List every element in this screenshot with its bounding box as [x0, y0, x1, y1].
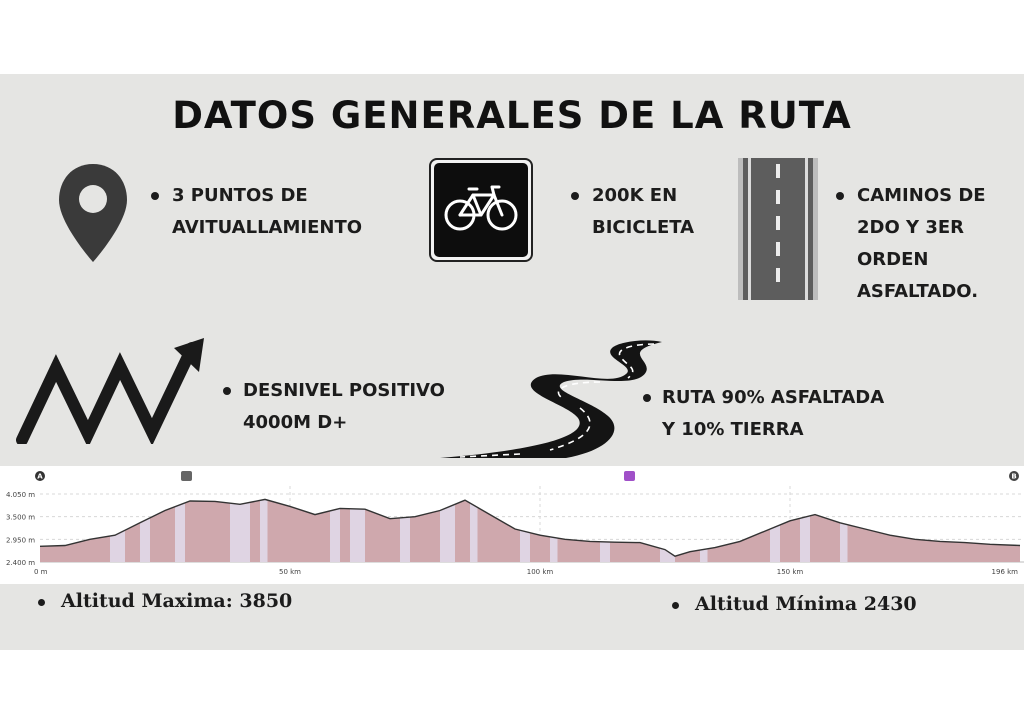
waypoint-icon — [181, 471, 192, 481]
x-tick-label: 0 m — [34, 568, 48, 576]
start-marker-label: A — [37, 473, 43, 481]
x-tick-label: 196 km — [992, 568, 1019, 576]
map-pin-icon — [59, 164, 127, 262]
surface-band — [330, 499, 340, 562]
y-tick-label: 3.500 m — [6, 514, 35, 522]
end-marker-label: B — [1011, 473, 1016, 481]
y-tick-label: 2.400 m — [6, 559, 35, 567]
elevation-line — [39, 498, 1021, 557]
surface-band — [400, 499, 410, 562]
zigzag-arrow-icon — [16, 338, 204, 444]
x-tick-label: 100 km — [527, 568, 554, 576]
x-tick-label: 150 km — [777, 568, 804, 576]
surface-band — [770, 499, 780, 562]
bullet — [38, 598, 45, 606]
surface-band — [260, 499, 268, 562]
y-tick-label: 2.950 m — [6, 536, 35, 544]
ruta-text: RUTA 90% ASFALTADA Y 10% TIERRA — [662, 387, 885, 440]
bullet — [836, 192, 844, 200]
surface-band — [840, 499, 848, 562]
surface-band — [470, 499, 478, 562]
start-marker — [35, 471, 45, 481]
y-tick-label: 4.050 m — [6, 491, 35, 499]
bullet — [672, 601, 679, 609]
bullet — [151, 192, 159, 200]
road-icon — [738, 158, 818, 300]
caminos-text: CAMINOS DE 2DO Y 3ER ORDEN ASFALTADO. — [857, 185, 986, 302]
surface-band — [800, 499, 810, 562]
surface-band — [350, 499, 365, 562]
bullet — [223, 387, 231, 395]
page-title: DATOS GENERALES DE LA RUTA — [172, 94, 852, 137]
winding-road-icon — [440, 340, 662, 458]
bicycle-sign-icon — [429, 158, 533, 262]
bicicleta-text: 200K EN BICICLETA — [592, 185, 695, 238]
max-altitude-text: Altitud Maxima: 3850 — [61, 590, 293, 612]
surface-band — [440, 499, 455, 562]
min-altitude-text: Altitud Mínima 2430 — [695, 593, 917, 615]
x-tick-label: 50 km — [279, 568, 301, 576]
bullet — [643, 394, 651, 402]
min-altitude-stat: Altitud Mínima 2430 — [672, 593, 917, 615]
end-marker — [1009, 471, 1019, 481]
bullet — [571, 192, 579, 200]
surface-band — [230, 499, 250, 562]
surface-band — [175, 499, 185, 562]
avituallamiento-text: 3 PUNTOS DE AVITUALLAMIENTO — [172, 185, 363, 238]
max-altitude-stat: Altitud Maxima: 3850 — [38, 590, 292, 612]
surface-band — [140, 499, 150, 562]
desnivel-text: DESNIVEL POSITIVO 4000M D+ — [243, 380, 445, 433]
elevation-profile-chart: 4.050 m 3.500 m 2.950 m 2.400 m 0 m 50 km 100… — [0, 466, 1024, 584]
waypoint-icon — [624, 471, 635, 481]
